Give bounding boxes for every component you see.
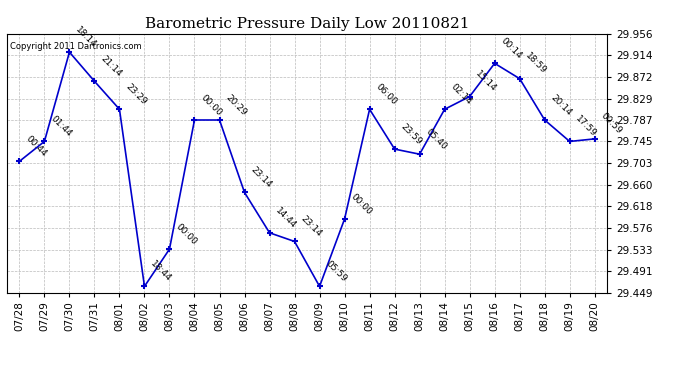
Text: 15:14: 15:14 bbox=[474, 69, 498, 94]
Text: 14:44: 14:44 bbox=[274, 206, 298, 230]
Text: 23:14: 23:14 bbox=[299, 214, 323, 238]
Text: 00:14: 00:14 bbox=[499, 36, 524, 61]
Text: 05:59: 05:59 bbox=[324, 259, 348, 284]
Text: 20:29: 20:29 bbox=[224, 93, 248, 117]
Text: 18:14: 18:14 bbox=[74, 25, 98, 50]
Text: 20:14: 20:14 bbox=[549, 93, 573, 117]
Text: 23:59: 23:59 bbox=[399, 122, 424, 146]
Text: 01:44: 01:44 bbox=[48, 114, 73, 139]
Text: 17:59: 17:59 bbox=[574, 114, 598, 139]
Text: 23:29: 23:29 bbox=[124, 82, 148, 106]
Text: 23:14: 23:14 bbox=[248, 165, 273, 190]
Title: Barometric Pressure Daily Low 20110821: Barometric Pressure Daily Low 20110821 bbox=[145, 17, 469, 31]
Text: 00:00: 00:00 bbox=[174, 222, 198, 246]
Text: 21:14: 21:14 bbox=[99, 54, 123, 78]
Text: 06:00: 06:00 bbox=[374, 82, 398, 106]
Text: 00:59: 00:59 bbox=[599, 111, 624, 136]
Text: 18:44: 18:44 bbox=[148, 259, 173, 284]
Text: 05:40: 05:40 bbox=[424, 127, 448, 152]
Text: 00:00: 00:00 bbox=[348, 192, 373, 216]
Text: 18:59: 18:59 bbox=[524, 51, 549, 76]
Text: 02:14: 02:14 bbox=[448, 82, 473, 106]
Text: Copyright 2011 Dartronics.com: Copyright 2011 Dartronics.com bbox=[10, 42, 141, 51]
Text: 00:44: 00:44 bbox=[23, 134, 48, 159]
Text: 00:00: 00:00 bbox=[199, 93, 224, 117]
